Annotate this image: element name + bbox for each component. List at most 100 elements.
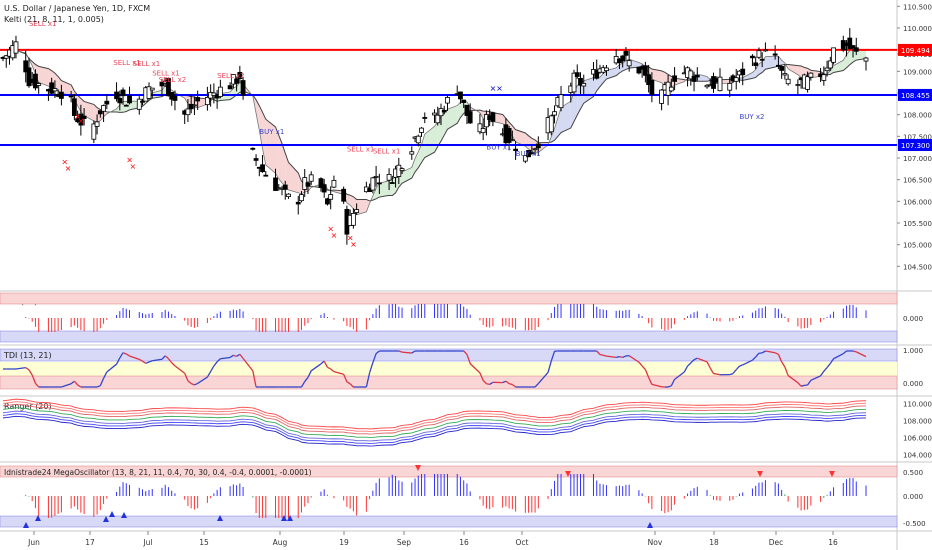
- x-tick-label: 16: [828, 538, 838, 547]
- tdi-line-segment: [833, 353, 844, 360]
- tdi-line-segment: [683, 365, 689, 373]
- ranger-tick-label: 108.000: [903, 417, 932, 425]
- candle-body: [435, 114, 441, 124]
- tdi-line-segment: [735, 365, 740, 371]
- tdi-line-segment: [820, 370, 825, 377]
- tdi-line-segment: [372, 353, 377, 363]
- candle-body: [821, 74, 827, 81]
- candle-body: [659, 89, 665, 104]
- msi-lower-band: [0, 330, 898, 343]
- y-tick-label: 107.000: [903, 155, 932, 163]
- tdi-line-segment: [777, 354, 783, 363]
- tdi-line-segment: [307, 370, 312, 378]
- tdi-line-segment: [365, 372, 371, 388]
- cloud-segment: [830, 65, 834, 75]
- candle-body: [172, 95, 178, 101]
- x-tick-label: Sep: [397, 538, 411, 547]
- candle-body: [646, 74, 652, 86]
- sell-marker: ×: [327, 225, 334, 234]
- tdi-line-segment: [787, 375, 799, 384]
- candle-body: [717, 76, 723, 92]
- x-tick-label: 15: [199, 538, 209, 547]
- tdi-line-segment: [167, 358, 173, 364]
- tdi-line-segment: [716, 373, 721, 376]
- x-tick-label: Nov: [648, 538, 663, 547]
- candle-body: [188, 103, 194, 110]
- cloud-segment: [80, 98, 85, 116]
- cloud-segment: [651, 69, 662, 83]
- cloud-segment: [619, 63, 623, 73]
- tdi-line-segment: [194, 382, 198, 386]
- tdi-line-segment: [599, 353, 604, 356]
- tdi-line-segment: [810, 375, 821, 381]
- cloud-segment: [256, 99, 260, 131]
- mega-signal-triangle: [23, 522, 29, 528]
- tdi-line-segment: [161, 355, 166, 360]
- tdi-line-segment: [463, 350, 468, 355]
- msi-upper-band: [0, 292, 898, 305]
- tdi-line-segment: [765, 350, 776, 354]
- candle-body: [750, 55, 755, 59]
- cloud-segment: [197, 97, 208, 108]
- tdi-line-segment: [145, 361, 150, 364]
- tdi-line-segment: [210, 365, 215, 372]
- candle-body: [328, 194, 334, 200]
- mega-signal-triangle: [281, 515, 287, 521]
- tdi-line-segment: [603, 354, 607, 357]
- mega-tick-label: 0.500: [903, 469, 923, 477]
- tdi-line-segment: [190, 382, 195, 386]
- signal-label: SELL x1: [29, 20, 57, 28]
- candle-body: [688, 70, 694, 80]
- tdi-line-segment: [242, 357, 254, 372]
- tdi-line-segment: [674, 371, 685, 380]
- candle-body: [772, 53, 778, 56]
- tdi-line-segment: [781, 361, 786, 368]
- y-tick-label: 107.500: [903, 133, 932, 141]
- ranger-band-line: [2, 401, 867, 432]
- cloud-segment: [437, 116, 441, 147]
- cloud-segment: [515, 129, 526, 147]
- candle-body: [13, 41, 19, 54]
- candle-body: [166, 78, 171, 97]
- candle-body: [509, 139, 515, 142]
- cloud-segment: [259, 105, 263, 149]
- cloud-segment: [512, 125, 516, 142]
- candle-body: [827, 60, 833, 69]
- tdi-line-segment: [739, 364, 743, 367]
- cloud-segment: [379, 180, 390, 198]
- y-tick-label: 105.000: [903, 242, 932, 250]
- cloud-segment: [810, 70, 821, 78]
- signal-label: BUY x1: [516, 150, 541, 158]
- tdi-line-segment: [213, 361, 218, 367]
- candle-body: [23, 60, 29, 73]
- candle-body: [782, 73, 788, 76]
- candle-body: [71, 98, 77, 116]
- signal-label: SELL x1: [373, 148, 401, 156]
- tdi-line-segment: [855, 351, 867, 358]
- cloud-segment: [38, 66, 49, 87]
- candle-body: [123, 104, 129, 107]
- mega-signal-triangle: [217, 515, 223, 521]
- tdi-line-segment: [797, 382, 802, 387]
- tdi-line-segment: [469, 363, 481, 374]
- tdi-line-segment: [349, 383, 354, 388]
- cloud-segment: [54, 73, 59, 91]
- ranger-band-line: [2, 413, 867, 444]
- candle-body: [558, 94, 564, 109]
- tdi-line-segment: [482, 379, 487, 385]
- signal-label: SELL x2: [159, 76, 187, 84]
- tdi-line-segment: [761, 350, 766, 354]
- candle-body: [604, 67, 609, 71]
- candle-body: [419, 127, 424, 133]
- candle-body: [341, 188, 347, 202]
- x-tick-label: 17: [85, 538, 95, 547]
- candle-body: [691, 75, 697, 82]
- candle-body: [779, 66, 785, 71]
- cloud-segment: [577, 83, 581, 115]
- x-tick-label: Jul: [142, 538, 152, 547]
- signal-label: SELL x1: [133, 60, 161, 68]
- candle-body: [308, 174, 314, 182]
- candle-body: [578, 77, 583, 86]
